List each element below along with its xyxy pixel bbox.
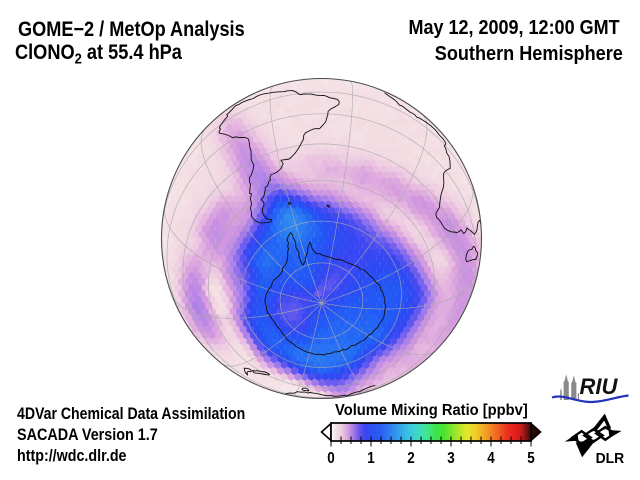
svg-text:RIU: RIU bbox=[580, 374, 619, 399]
svg-text:DLR: DLR bbox=[596, 450, 625, 467]
